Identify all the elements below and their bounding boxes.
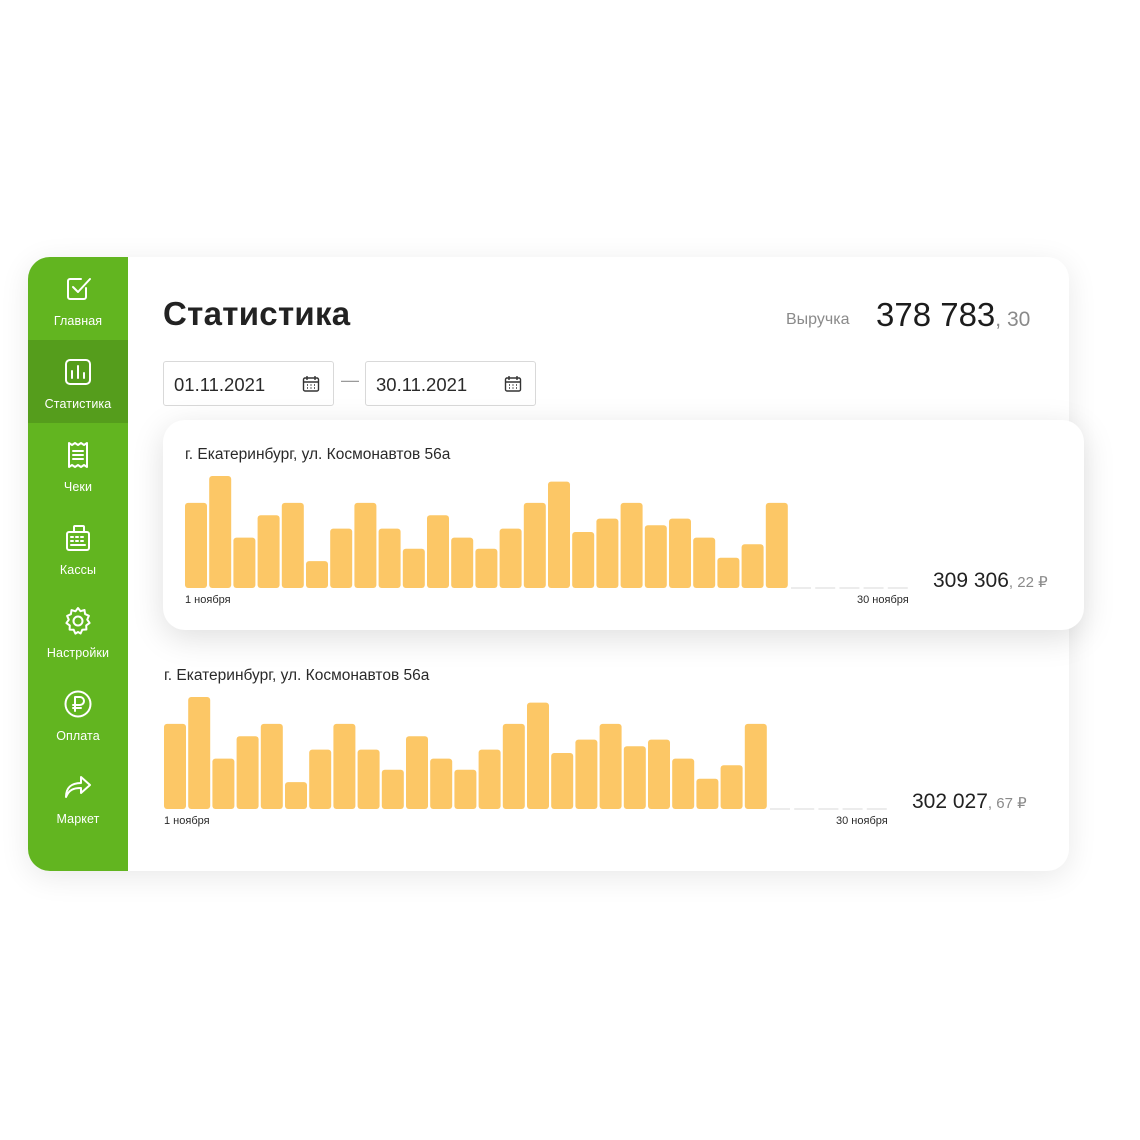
chart-bar — [209, 476, 232, 588]
date-from-value: 01.11.2021 — [174, 374, 266, 395]
store-total-fraction: , 22 ₽ — [1008, 574, 1048, 591]
chart-bar — [599, 723, 622, 809]
revenue-fraction: , 30 — [995, 308, 1031, 331]
chart-bar — [427, 515, 449, 588]
page-title: Статистика — [163, 295, 351, 332]
calendar-icon[interactable] — [504, 375, 522, 393]
chart-bar — [717, 557, 740, 588]
chart-bar — [185, 502, 207, 588]
chart-bar — [596, 518, 619, 588]
revenue-label: Выручка — [786, 311, 850, 328]
chart-bar — [523, 502, 546, 588]
chart-bar — [527, 702, 549, 809]
x-axis-start-label: 1 ноября — [185, 594, 231, 606]
store-total-main: 302 027 — [912, 790, 988, 813]
chart-bar — [402, 548, 425, 588]
x-axis-end-label: 30 ноября — [836, 815, 888, 827]
sidebar-item-label: Чеки — [63, 480, 93, 494]
chart-bar — [475, 548, 498, 588]
chart-bar — [357, 749, 380, 809]
calendar-icon[interactable] — [302, 375, 320, 393]
chart-bar — [354, 502, 377, 588]
chart-bar — [212, 758, 235, 809]
chart-bar — [285, 782, 307, 809]
date-range-separator: — — [341, 370, 359, 390]
store-total-fraction: , 67 ₽ — [987, 795, 1027, 812]
store-total: 302 027, 67 ₽ — [912, 790, 1027, 814]
sidebar-item-receipts[interactable]: Чеки — [28, 423, 128, 506]
date-to-field[interactable]: 30.11.2021 — [365, 361, 536, 406]
chart-bar — [644, 525, 667, 588]
sidebar-item-statistics[interactable]: Статистика — [28, 340, 128, 423]
revenue-value: 378 783, 30 — [876, 296, 1030, 334]
chart-bar — [233, 537, 256, 588]
store-name: г. Екатеринбург, ул. Космонавтов 56а — [164, 667, 430, 684]
sidebar-item-payment[interactable]: Оплата — [28, 672, 128, 755]
x-axis-end-label: 30 ноября — [857, 594, 909, 606]
store-name: г. Екатеринбург, ул. Космонавтов 56а — [185, 446, 451, 463]
sidebar-item-label: Статистика — [44, 397, 112, 411]
chart-bar — [741, 544, 764, 588]
sidebar-item-label: Оплата — [56, 729, 100, 743]
chart-bar — [572, 532, 595, 588]
sidebar-item-market[interactable]: Маркет — [28, 755, 128, 838]
chart-bar — [623, 746, 646, 809]
chart-bar — [672, 758, 695, 809]
sidebar-item-registers[interactable]: Кассы — [28, 506, 128, 589]
chart-bar — [281, 502, 304, 588]
chart-bar — [620, 502, 643, 588]
chart-bar — [188, 697, 211, 809]
gear-icon — [62, 605, 94, 637]
chart-bar — [693, 537, 716, 588]
chart-bar — [454, 769, 477, 809]
forward-arrow-icon — [62, 771, 94, 803]
ruble-icon — [62, 688, 94, 720]
sidebar-item-label: Кассы — [59, 563, 97, 577]
chart-bar — [720, 765, 743, 809]
chart-bar — [257, 515, 280, 588]
sidebar: Главная Статистика Чеки — [28, 257, 128, 871]
store-revenue-chart — [185, 476, 908, 589]
chart-bar — [333, 723, 356, 809]
chart-bar — [306, 561, 328, 588]
chart-bar — [478, 749, 501, 809]
bar-chart-icon — [62, 356, 94, 388]
chart-bar — [406, 736, 428, 809]
chart-bar — [309, 749, 332, 809]
chart-bar — [669, 518, 691, 588]
x-axis-start-label: 1 ноября — [164, 815, 210, 827]
store-total: 309 306, 22 ₽ — [933, 569, 1048, 593]
chart-bar — [381, 769, 404, 809]
revenue-main: 378 783 — [876, 296, 996, 333]
chart-bar — [236, 736, 259, 809]
date-from-field[interactable]: 01.11.2021 — [163, 361, 334, 406]
chart-bar — [378, 528, 401, 588]
chart-bar — [451, 537, 474, 588]
chart-bar — [696, 778, 719, 809]
chart-bar — [502, 723, 525, 809]
date-to-value: 30.11.2021 — [376, 374, 468, 395]
receipt-icon — [62, 439, 94, 471]
chart-bar — [260, 723, 283, 809]
chart-bar — [744, 723, 767, 809]
sidebar-item-label: Главная — [53, 314, 103, 328]
chart-bar — [765, 502, 788, 588]
sidebar-item-label: Настройки — [46, 646, 110, 660]
chart-bar — [430, 758, 453, 809]
chart-bar — [330, 528, 353, 588]
checkbox-icon — [62, 273, 94, 305]
sidebar-item-settings[interactable]: Настройки — [28, 589, 128, 672]
chart-bar — [575, 739, 598, 809]
chart-bar — [648, 739, 670, 809]
sidebar-item-home[interactable]: Главная — [28, 257, 128, 340]
chart-bar — [551, 753, 574, 809]
chart-bar — [164, 723, 186, 809]
chart-bar — [548, 481, 570, 588]
store-total-main: 309 306 — [933, 569, 1009, 592]
chart-bar — [499, 528, 522, 588]
cash-register-icon — [62, 522, 94, 554]
sidebar-item-label: Маркет — [56, 812, 100, 826]
store-revenue-chart — [164, 697, 887, 810]
